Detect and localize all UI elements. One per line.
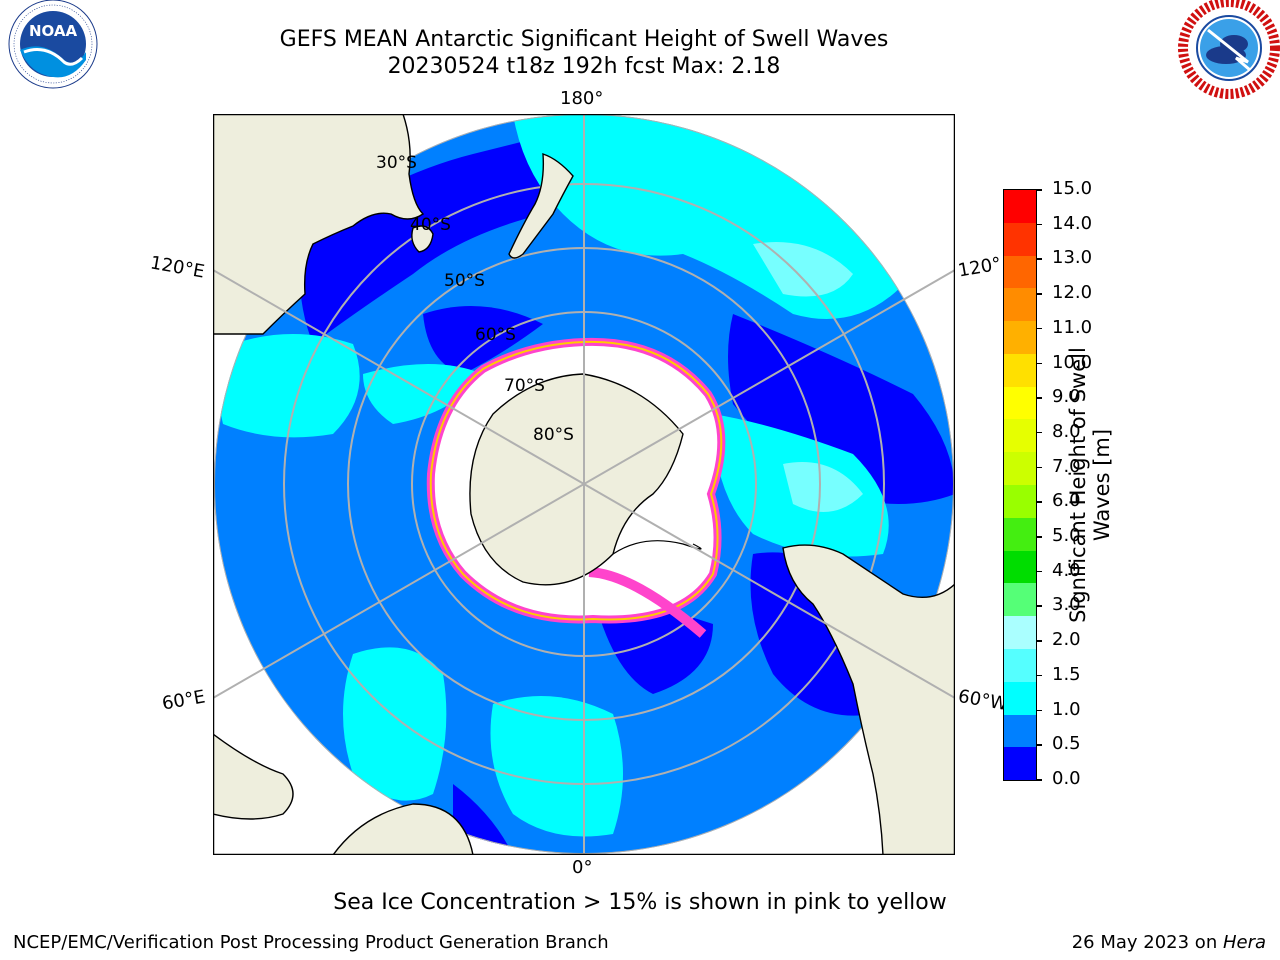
colorbar-segment [1004,386,1036,420]
colorbar-tick-mark [1036,501,1042,503]
colorbar-tick-label: 6.0 [1052,490,1081,512]
colorbar-tick-label: 11.0 [1052,316,1093,338]
colorbar-ticks: 15.0 14.0 13.0 12.0 11.0 10.0 9.0 8.0 7.0 6.0 5.0 4… [1036,178,1096,789]
colorbar-segment [1004,747,1036,781]
colorbar-tick-mark [1036,189,1042,191]
lon-label-120e: 120°E [148,252,207,283]
lon-label-60w: 60°W [956,685,1010,716]
chart-title-line2: 20230524 t18z 192h fcst Max: 2.18 [387,54,781,79]
colorbar-label: Significant Height of Swell Waves [m] [1066,347,1114,623]
colorbar-tick-label: 12.0 [1052,282,1093,304]
colorbar-tick-mark [1036,744,1042,746]
lon-label-0: 0° [572,857,593,878]
lon-label-60e: 60°E [160,686,207,715]
colorbar-tick-mark [1036,570,1042,573]
branch-credit: NCEP/EMC/Verification Post Processing Pr… [13,932,609,953]
colorbar-tick-mark [1036,466,1042,469]
colorbar-tick-mark [1036,293,1042,295]
colorbar-segment [1004,681,1036,715]
lon-label-180: 180° [560,88,604,109]
colorbar-tick-label: 1.5 [1052,663,1081,685]
colorbar-tick-mark [1036,327,1042,330]
lon-label-120w: 120° [956,253,1003,282]
colorbar-segment [1004,550,1036,584]
run-date: 26 May 2023 on Hera [1071,932,1266,953]
colorbar-tick-mark [1036,431,1042,434]
colorbar-tick-label: 9.0 [1052,386,1081,408]
colorbar-tick-label: 0.0 [1052,768,1081,789]
sea-ice-note: Sea Ice Concentration > 15% is shown in … [333,890,947,915]
colorbar-tick-mark [1036,605,1042,607]
colorbar-segment [1004,452,1036,486]
colorbar-segment [1004,714,1036,748]
colorbar-tick-mark [1036,709,1042,712]
colorbar-tick-label: 14.0 [1052,212,1093,234]
colorbar-segment [1004,321,1036,354]
colorbar-tick-label: 3.0 [1052,594,1081,616]
colorbar-tick-mark [1036,640,1042,642]
colorbar-tick-label: 1.0 [1052,698,1081,720]
colorbar-segment [1004,353,1036,387]
nws-logo [1178,0,1280,99]
colorbar-tick-mark [1036,674,1042,677]
colorbar-segment [1004,190,1036,223]
colorbar-tick-mark [1036,397,1042,399]
colorbar-segment [1004,648,1036,682]
colorbar-segment [1004,517,1036,551]
colorbar-tick-mark [1036,779,1042,781]
colorbar-tick-label: 15.0 [1052,178,1093,199]
chart-title-line1: GEFS MEAN Antarctic Significant Height o… [279,27,889,52]
colorbar-segment [1004,583,1036,617]
colorbar-segment [1004,419,1036,453]
longitude-lines [213,114,955,855]
colorbar-segment [1004,288,1036,322]
colorbar-tick-label: 0.5 [1052,733,1081,755]
lat-label-70: 70°S [504,376,545,396]
colorbar-segment [1004,255,1036,289]
lat-label-80: 80°S [533,425,574,445]
colorbar-tick-mark [1036,223,1042,226]
colorbar-tick-label: 10.0 [1052,351,1093,373]
colorbar-tick-label: 8.0 [1052,420,1081,442]
colorbar-tick-label: 5.0 [1052,525,1081,547]
lat-label-60: 60°S [475,325,516,345]
polar-map: 30°S 40°S 50°S 60°S 70°S 80°S [213,114,955,855]
lat-label-50: 50°S [444,271,485,291]
colorbar-tick-label: 4.0 [1052,559,1081,581]
colorbar-tick-label: 13.0 [1052,247,1093,269]
colorbar-segment [1004,222,1036,256]
colorbar-tick-mark [1036,536,1042,538]
lat-label-30: 30°S [376,153,417,173]
sea-ice-and-antarctica [426,337,726,638]
lat-label-40: 40°S [410,215,451,235]
colorbar-tick-mark [1036,362,1042,365]
svg-text:NOAA: NOAA [29,22,78,40]
colorbar-tick-mark [1036,258,1042,260]
noaa-logo: NOAA [8,0,98,89]
colorbar [1003,189,1037,781]
colorbar-segment [1004,616,1036,649]
colorbar-segment [1004,485,1036,518]
colorbar-tick-label: 2.0 [1052,629,1081,651]
colorbar-tick-label: 7.0 [1052,455,1081,477]
